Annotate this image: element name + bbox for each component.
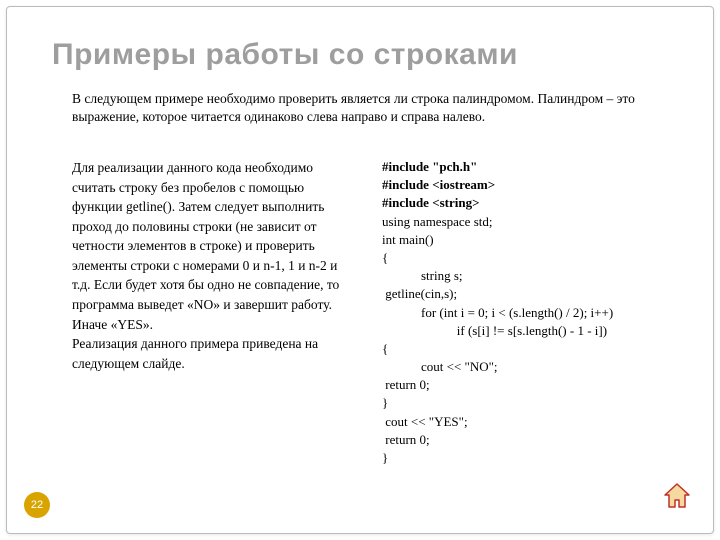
code-line: return 0; [382, 377, 430, 392]
code-line: { [382, 250, 388, 265]
code-line: using namespace std; [382, 214, 492, 229]
code-line: if (s[i] != s[s.length() - 1 - i]) [382, 323, 607, 338]
code-line: } [382, 395, 388, 410]
home-icon[interactable] [662, 482, 692, 510]
code-line: string s; [382, 268, 463, 283]
intro-text: В следующем примере необходимо проверить… [72, 90, 652, 126]
code-line: } [382, 450, 388, 465]
code-line: for (int i = 0; i < (s.length() / 2); i+… [382, 305, 613, 320]
slide-title: Примеры работы со строками [52, 38, 518, 72]
code-line: cout << "NO"; [382, 359, 498, 374]
page-number-badge: 22 [24, 492, 50, 518]
code-line: #include "pch.h" [382, 159, 477, 174]
description-text: Для реализации данного кода необходимо с… [72, 158, 350, 373]
code-line: #include <iostream> [382, 177, 495, 192]
code-line: return 0; [382, 432, 430, 447]
code-line: #include <string> [382, 195, 480, 210]
code-line: cout << "YES"; [382, 414, 468, 429]
code-line: int main() [382, 232, 434, 247]
code-block: #include "pch.h" #include <iostream> #in… [382, 158, 682, 467]
code-line: getline(cin,s); [382, 286, 457, 301]
code-line: { [382, 341, 388, 356]
